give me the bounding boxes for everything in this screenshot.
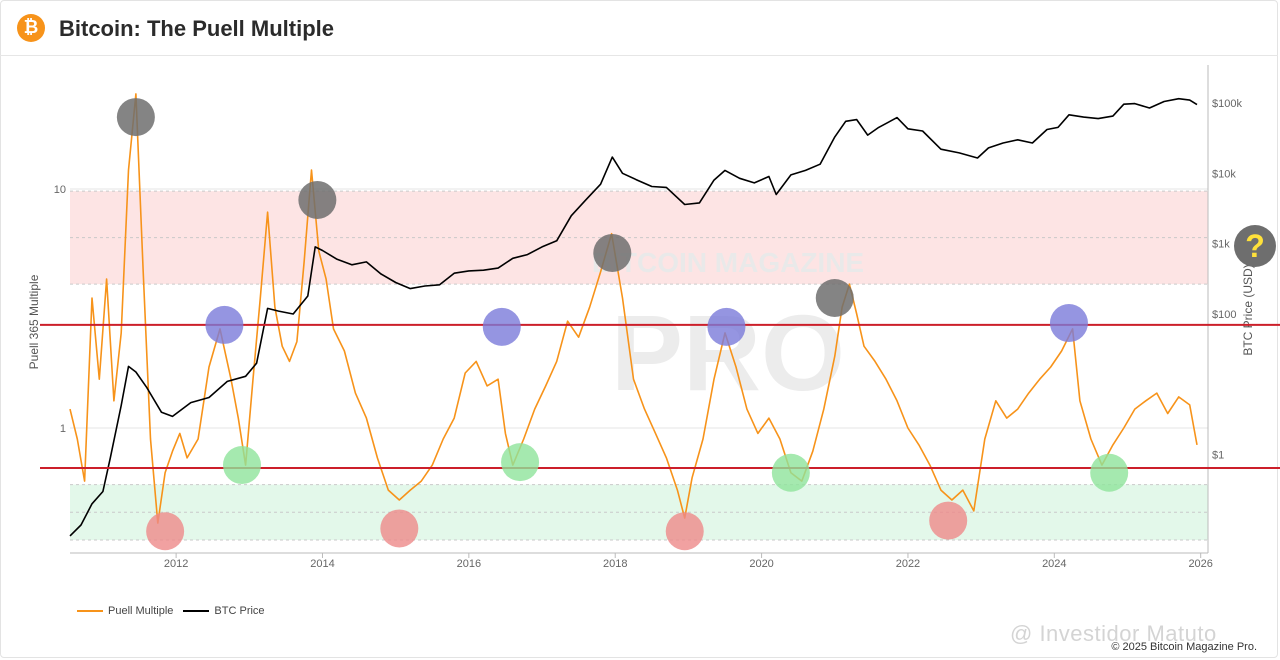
- x-tick-label: 2014: [310, 558, 334, 570]
- y-right-tick-label: $1: [1212, 450, 1224, 462]
- annotation-circle-gray: [815, 278, 854, 317]
- annotation-circle-gray: [593, 233, 632, 272]
- y-left-tick-label: 10: [54, 184, 66, 196]
- x-tick-label: 2018: [603, 558, 627, 570]
- bitcoin-icon: ₿: [17, 14, 45, 42]
- y-left-tick-label: 1: [60, 423, 66, 435]
- x-tick-label: 2016: [457, 558, 481, 570]
- credit-watermark: @ Investidor Matuto: [1010, 621, 1217, 646]
- y-right-tick-label: $100: [1212, 309, 1236, 321]
- y-right-tick-label: $1k: [1212, 239, 1230, 251]
- annotation-circle-green: [771, 453, 810, 492]
- annotation-circle-green: [222, 446, 261, 485]
- question-mark-icon: ?: [1234, 225, 1276, 267]
- legend-label-btc: BTC Price: [214, 605, 265, 617]
- watermark-title: BITCOIN MAGAZINE: [592, 247, 864, 278]
- legend-swatch-puell: [77, 610, 103, 612]
- legend-label-puell: Puell Multiple: [108, 605, 174, 617]
- annotation-circle-green: [501, 443, 540, 482]
- btc-price-series-line: [69, 97, 1198, 537]
- x-tick-label: 2012: [164, 558, 188, 570]
- legend-swatch-btc: [183, 610, 210, 612]
- copyright-text: © 2025 Bitcoin Magazine Pro.: [1111, 641, 1257, 653]
- x-tick-label: 2022: [896, 558, 920, 570]
- annotation-circle-blue: [707, 307, 746, 346]
- y-left-axis-title: Puell 365 Multiple: [27, 274, 41, 369]
- y-right-tick-label: $100k: [1212, 98, 1242, 110]
- legend-item-btc[interactable]: BTC Price: [183, 605, 265, 617]
- annotation-circle-gray: [298, 180, 337, 219]
- annotation-circle-red: [146, 512, 185, 551]
- annotation-circle-gray: [116, 98, 155, 137]
- annotation-circle-red: [929, 501, 968, 540]
- chart-legend: Puell Multiple BTC Price: [77, 605, 275, 617]
- y-right-tick-label: $10k: [1212, 168, 1236, 180]
- annotation-circle-red: [665, 512, 704, 551]
- puell-series-line: [69, 93, 1198, 524]
- annotation-circle-red: [380, 509, 419, 548]
- x-tick-label: 2024: [1042, 558, 1066, 570]
- page-title: Bitcoin: The Puell Multiple: [59, 16, 334, 41]
- y-right-axis-title: BTC Price (USD): [1241, 264, 1255, 355]
- annotation-circle-blue: [205, 305, 244, 344]
- annotation-circle-blue: [482, 307, 521, 346]
- x-tick-label: 2020: [749, 558, 773, 570]
- annotation-circle-blue: [1049, 304, 1088, 343]
- annotation-circle-green: [1090, 453, 1129, 492]
- chart-header: ₿ Bitcoin: The Puell Multiple: [0, 0, 1278, 56]
- x-tick-label: 2026: [1188, 558, 1212, 570]
- legend-item-puell[interactable]: Puell Multiple: [77, 605, 173, 617]
